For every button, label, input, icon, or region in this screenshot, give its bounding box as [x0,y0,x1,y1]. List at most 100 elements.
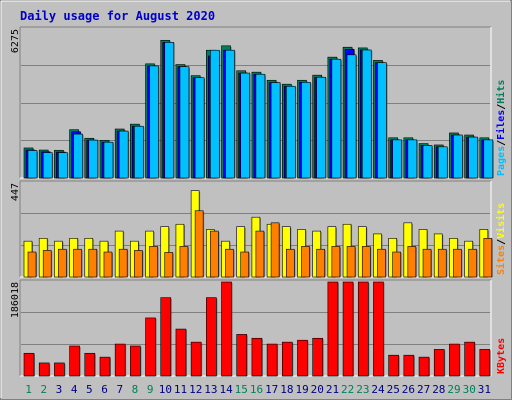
bar-kbytes-day-10 [160,297,172,377]
bar-pages-day-9 [149,65,159,179]
y-max-label-middle: 447 [10,183,21,201]
bar-pages-day-7 [118,130,129,179]
day-label-31: 31 [478,383,491,396]
bar-kbytes-day-28 [433,349,445,377]
bar-pages-day-5 [88,139,99,179]
bar-pages-day-11 [179,66,190,179]
bar-kbytes-day-8 [130,345,141,377]
bar-pages-day-18 [285,85,296,179]
bar-kbytes-day-31 [479,349,491,377]
legend-entry-hits: Hits [495,80,507,104]
legend-middle: Sites/Visits [495,203,507,275]
y-max-label-bottom: 186018 [10,282,21,318]
bar-sites-day-20 [316,248,325,278]
bar-sites-day-21 [331,246,341,278]
bar-sites-day-10 [164,252,174,278]
chart-title: Daily usage for August 2020 [20,9,215,23]
bar-pages-day-17 [270,82,281,179]
bar-sites-day-25 [392,251,401,278]
bar-pages-day-4 [73,133,83,179]
legend-entry-files: Files [495,110,507,140]
bar-sites-day-7 [118,248,128,278]
bar-sites-day-30 [468,248,477,278]
day-label-10: 10 [159,383,172,396]
bar-kbytes-day-25 [388,354,399,377]
day-label-6: 6 [101,383,108,396]
bar-kbytes-day-18 [281,341,293,377]
day-label-23: 23 [356,383,369,396]
day-label-11: 11 [174,383,187,396]
day-label-12: 12 [189,383,202,396]
bar-sites-day-12 [194,210,204,278]
bar-kbytes-day-16 [251,337,263,377]
bar-pages-day-12 [194,77,205,179]
bar-sites-day-24 [377,248,386,278]
day-label-18: 18 [280,383,293,396]
legend-entry-visits: Visits [495,203,507,239]
bar-kbytes-day-13 [206,297,217,377]
bar-pages-day-8 [134,125,144,179]
bar-kbytes-day-22 [342,281,354,377]
bar-pages-day-29 [453,134,463,179]
bar-pages-day-13 [210,49,220,179]
legend-entry-kbytes: KBytes [496,338,507,374]
y-max-label-top: 6275 [10,29,21,53]
bar-pages-day-22 [346,54,357,179]
bar-sites-day-22 [346,246,356,278]
bar-kbytes-day-26 [403,354,415,377]
bar-sites-day-28 [437,248,447,278]
day-label-8: 8 [132,383,139,396]
bar-kbytes-day-6 [99,356,111,377]
legend-entry-sites: Sites [495,245,507,275]
day-label-21: 21 [326,383,339,396]
bar-pages-day-3 [58,152,68,179]
bar-kbytes-day-21 [327,281,339,377]
bar-kbytes-day-1 [23,352,35,377]
legend-separator: / [496,239,507,245]
bar-kbytes-day-7 [114,343,126,377]
bar-pages-day-1 [27,150,38,179]
bar-pages-day-27 [422,145,433,179]
day-label-5: 5 [86,383,93,396]
panel-sites-visits: 447 Sites/Visits [10,180,507,278]
bar-kbytes-day-30 [464,341,475,377]
day-label-13: 13 [204,383,217,396]
bar-sites-day-19 [301,246,310,278]
bar-sites-day-6 [103,251,113,278]
bar-kbytes-day-17 [266,343,278,377]
bar-sites-day-4 [73,248,82,278]
bar-sites-day-8 [134,250,143,278]
day-label-2: 2 [40,383,47,396]
x-axis-day-labels: 1 2 3 4 5 6 7 8 9 10 11 12 13 14 15 16 17 18 19 20 21 22 23 24 2… [25,383,491,396]
day-label-29: 29 [447,383,460,396]
bar-sites-day-1 [27,251,37,278]
legend-separator: / [496,140,507,146]
bar-pages-day-21 [331,58,342,179]
legend-separator: / [496,104,507,110]
day-label-24: 24 [371,383,385,396]
bar-kbytes-day-27 [418,356,430,377]
bar-pages-day-26 [407,139,418,179]
bar-kbytes-day-4 [69,345,80,377]
bar-kbytes-day-24 [373,281,384,377]
bar-sites-day-31 [483,238,493,278]
day-label-4: 4 [71,383,78,396]
day-label-14: 14 [219,383,233,396]
bar-pages-day-6 [103,141,114,179]
legend-bottom: KBytes [496,338,507,374]
bar-pages-day-23 [361,49,372,179]
day-label-25: 25 [387,383,400,396]
day-label-3: 3 [56,383,63,396]
bar-kbytes-day-12 [190,341,202,377]
bar-kbytes-day-5 [84,352,96,377]
bar-pages-day-31 [483,139,494,179]
bar-kbytes-day-19 [297,339,308,377]
bar-sites-day-16 [255,230,265,278]
bar-kbytes-day-14 [221,281,232,377]
bar-sites-day-27 [422,248,432,278]
bar-pages-day-16 [255,73,266,179]
day-label-7: 7 [116,383,123,396]
